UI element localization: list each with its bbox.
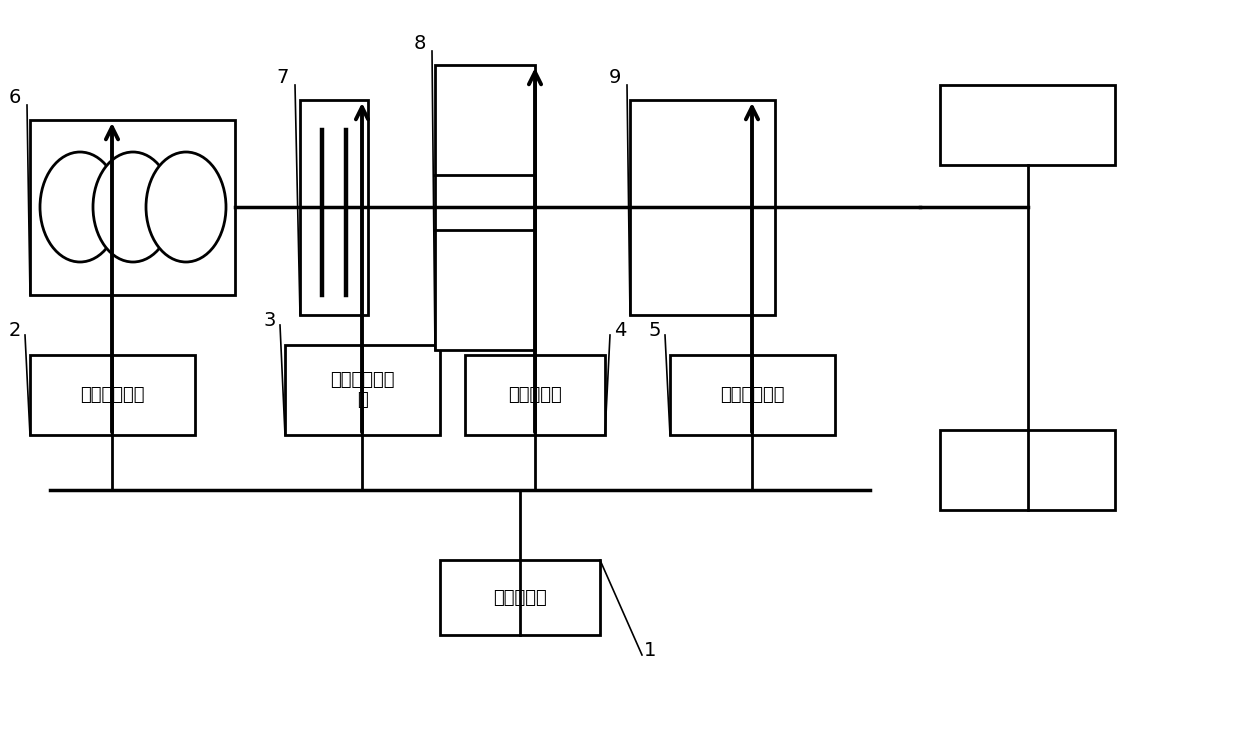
Bar [465,355,605,435]
Bar [940,85,1115,165]
Text: 3: 3 [264,310,277,329]
Bar [300,100,368,315]
Text: 1: 1 [644,640,656,660]
Text: 9: 9 [609,68,621,86]
Bar [670,355,835,435]
Text: 耦合机构控制
器: 耦合机构控制 器 [330,371,394,409]
Text: 7: 7 [277,68,289,86]
Text: 6: 6 [9,88,21,107]
Bar [435,65,534,350]
Text: 2: 2 [9,321,21,340]
Text: 8: 8 [414,33,427,52]
Bar [940,430,1115,510]
Text: 5: 5 [649,321,661,340]
Text: 4: 4 [614,321,626,340]
Ellipse shape [40,152,120,262]
Bar [440,560,600,635]
Text: 电机控制器: 电机控制器 [508,386,562,404]
Ellipse shape [146,152,226,262]
Bar [630,100,775,315]
Text: 整车控制器: 整车控制器 [494,589,547,607]
Text: 发动机控制器: 发动机控制器 [81,386,145,404]
Ellipse shape [93,152,174,262]
Bar [30,355,195,435]
Bar [30,120,236,295]
Text: 变速箱控制器: 变速箱控制器 [720,386,785,404]
Bar [285,345,440,435]
